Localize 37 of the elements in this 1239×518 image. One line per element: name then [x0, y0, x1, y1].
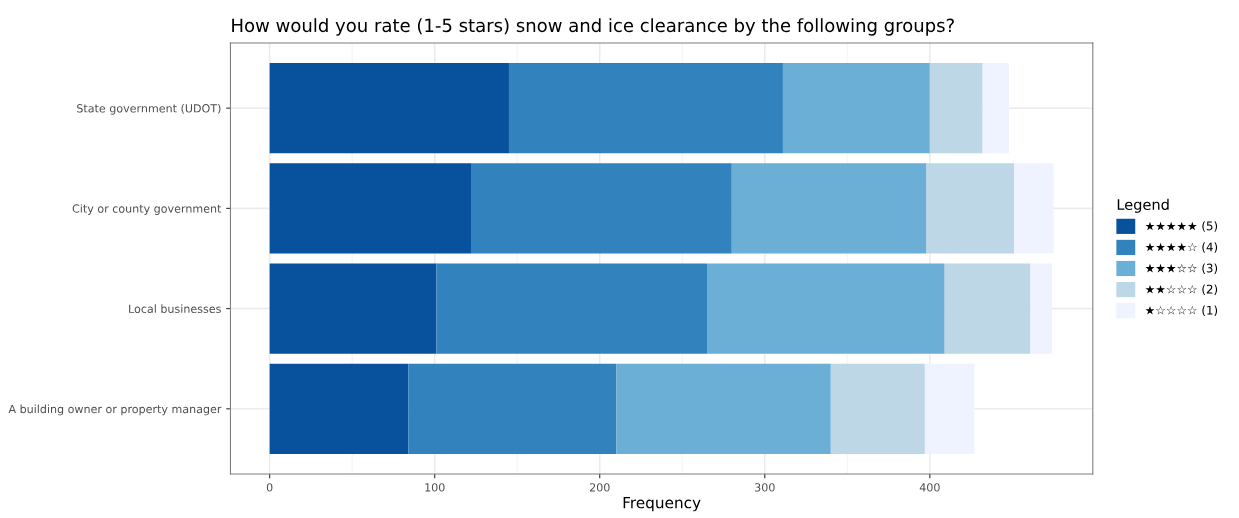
legend-label: ★★★☆☆ (3): [1145, 263, 1218, 274]
bar: [471, 163, 732, 254]
bar: [944, 263, 1031, 354]
bar: [731, 163, 927, 254]
x-tick-label: 100: [425, 483, 445, 492]
y-tick-label: City or county government: [72, 204, 222, 215]
legend-label: ★★★★☆ (4): [1145, 242, 1218, 253]
bar: [436, 263, 708, 354]
bar: [269, 363, 409, 454]
bar: [1013, 163, 1054, 254]
legend-title: Legend: [1117, 198, 1169, 213]
bar: [508, 63, 783, 154]
bar: [269, 263, 437, 354]
bar: [830, 363, 925, 454]
legend-label: ★★★★★ (5): [1145, 221, 1218, 232]
bar: [408, 363, 617, 454]
bar: [707, 263, 945, 354]
bar: [1030, 263, 1052, 354]
x-tick-label: 400: [919, 483, 940, 492]
x-tick-label: 200: [589, 483, 610, 492]
legend-label: ★☆☆☆☆ (1): [1145, 305, 1218, 317]
x-tick-label: 300: [755, 483, 775, 492]
bar: [924, 363, 975, 454]
bar: [929, 63, 983, 154]
bar: [616, 363, 831, 454]
x-axis-title: Frequency: [623, 497, 701, 512]
bar: [269, 63, 509, 154]
bar: [926, 163, 1014, 254]
chart-title: How would you rate (1-5 stars) snow and ice clearance by the following groups?: [232, 18, 954, 36]
x-tick-label: 0: [266, 483, 273, 492]
y-tick-label: A building owner or property manager: [8, 404, 222, 416]
y-tick-label: State government (UDOT): [77, 103, 221, 115]
legend-label: ★★☆☆☆ (2): [1145, 284, 1218, 295]
y-tick-label: Local businesses: [129, 304, 221, 313]
bar: [982, 63, 1010, 154]
bar: [782, 63, 930, 154]
bar: [269, 163, 471, 254]
